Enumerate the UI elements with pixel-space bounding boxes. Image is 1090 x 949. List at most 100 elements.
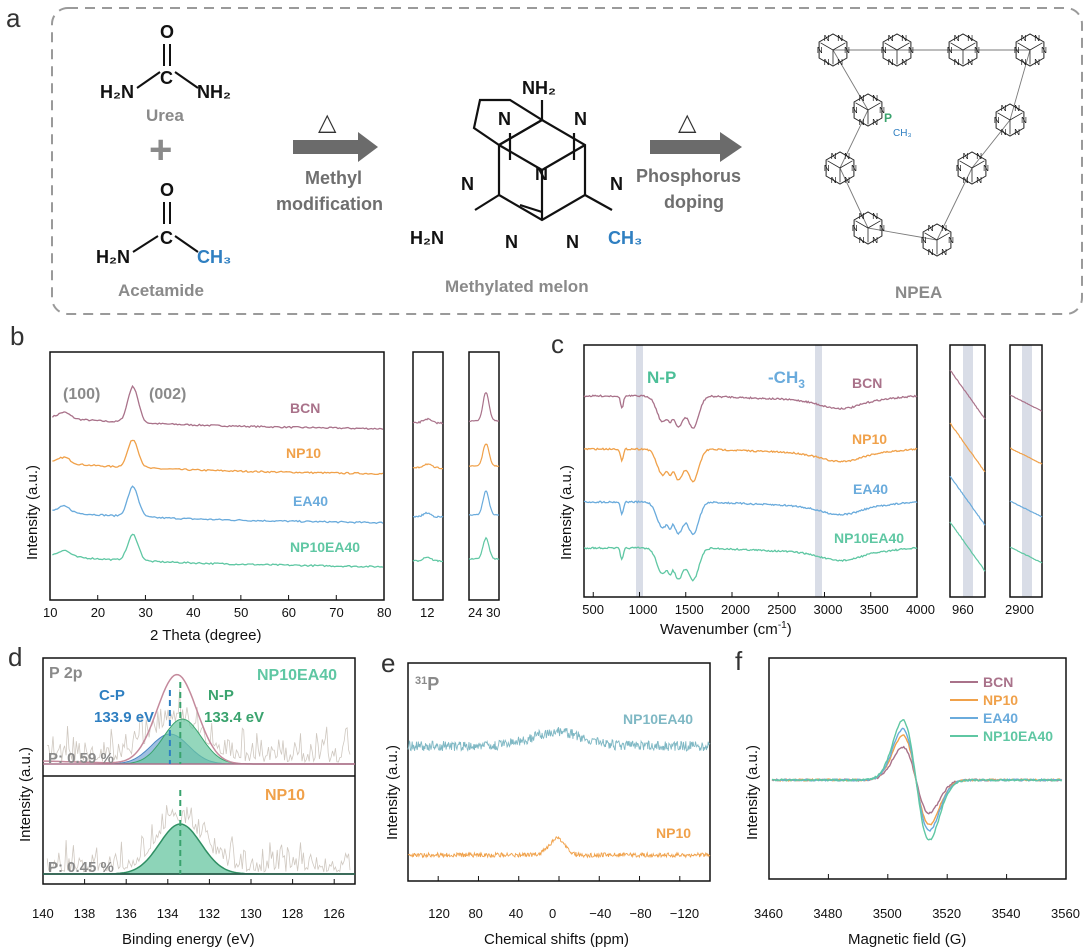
- b-tick-label: 50: [234, 605, 248, 620]
- panel-e-xticks: 120 80 40 0 −40 −80 −120: [428, 876, 699, 921]
- arrow-1-shape: [293, 132, 378, 162]
- d-tick-label: 136: [115, 906, 137, 921]
- heptazine-n-atom: N: [1001, 104, 1007, 113]
- heat-symbol-2: △: [678, 108, 697, 136]
- heptazine-n-atom: N: [859, 212, 865, 221]
- panel-b-inset1: [412, 351, 444, 601]
- c-band-ch3: [815, 345, 822, 597]
- b-tick-label: 10: [43, 605, 57, 620]
- panel-d-frame: [42, 657, 356, 885]
- e-label-top: NP10EA40: [623, 711, 693, 727]
- heptazine-bond: [950, 42, 964, 51]
- npea-p-atom: P: [884, 111, 892, 125]
- d-tick-label: 134: [157, 906, 179, 921]
- heptazine-bond: [884, 42, 898, 51]
- c-label-bcn: BCN: [852, 375, 882, 391]
- acetamide-c: C: [160, 228, 173, 248]
- melon-n1: N: [498, 109, 511, 129]
- panel-e-plot: 31P NP10EA40 NP10 120 80 40 0 −40 −80 −120 Che…: [384, 662, 711, 948]
- c-tick-label: 1500: [675, 602, 704, 617]
- panel-f-frame: [768, 657, 1067, 880]
- f-legend-label: NP10EA40: [983, 728, 1053, 744]
- heptazine-ring: [1015, 33, 1045, 67]
- c-tick-label: 2000: [721, 602, 750, 617]
- nmr-line-np10: [407, 835, 711, 859]
- f-legend-label: NP10: [983, 692, 1018, 708]
- d-p-bottom: P: 0.45 %: [48, 859, 114, 876]
- acetamide-structure: O H₂N C CH₃ Acetamide: [96, 180, 231, 300]
- panel-b-ylabel: Intensity (a.u.): [24, 465, 41, 560]
- c-ch3-label: -CH3: [768, 368, 805, 391]
- heptazine-bond: [971, 160, 985, 169]
- arrow-2-line2: doping: [664, 192, 724, 212]
- panel-c-xticks: 500 1000 1500 2000 2500 3000 3500 4000: [582, 592, 935, 617]
- heptazine-n-atom: N: [994, 116, 1000, 125]
- heptazine-ring: [853, 211, 883, 245]
- xrd-inset1-line: [412, 463, 444, 470]
- b-label-np10: NP10: [286, 445, 321, 461]
- heptazine-n-atom: N: [852, 106, 858, 115]
- arrow-2-shape: [650, 132, 742, 162]
- npea-name: NPEA: [895, 283, 942, 302]
- npea-link: [867, 227, 938, 241]
- npea-link: [971, 119, 1011, 169]
- panel-f-xlabel: Magnetic field (G): [848, 931, 966, 948]
- xps-series-group: [42, 673, 355, 875]
- panel-b-letter: b: [10, 321, 24, 351]
- heptazine-n-atom: N: [1034, 34, 1040, 43]
- heptazine-n-atom: N: [824, 164, 830, 173]
- heptazine-bond: [839, 160, 853, 169]
- b-tick-label: 80: [377, 605, 391, 620]
- panel-b-frame: [49, 351, 385, 601]
- ftir-inset2-line: [1009, 394, 1043, 412]
- panel-f-ylabel: Intensity (a.u.): [744, 745, 761, 840]
- b-tick-label: 20: [91, 605, 105, 620]
- heptazine-n-atom: N: [928, 224, 934, 233]
- heptazine-bond: [1009, 112, 1023, 121]
- heptazine-n-atom: N: [1021, 116, 1027, 125]
- f-tick-label: 3460: [754, 906, 783, 921]
- panel-f-xticks: 3460 3480 3500 3520 3540 3560: [754, 874, 1080, 921]
- melon-n2: N: [574, 109, 587, 129]
- acetamide-h2n: H₂N: [96, 247, 130, 267]
- heptazine-bond: [867, 220, 881, 229]
- ftir-inset1-line: [949, 369, 986, 420]
- heptazine-n-atom: N: [852, 224, 858, 233]
- e-tick-label: 80: [468, 906, 482, 921]
- heptazine-n-atom: N: [901, 58, 907, 67]
- melon-atoms: NH₂ N N N N N N N H₂N CH₃ Methylated mel…: [410, 78, 642, 296]
- heptazine-n-atom: N: [888, 34, 894, 43]
- melon-ch3: CH₃: [608, 228, 642, 248]
- heptazine-bond: [855, 220, 869, 229]
- panel-c-inset-series: [949, 369, 1043, 572]
- xrd-line-EA40: [52, 485, 384, 525]
- xrd-inset1-line: [412, 556, 444, 563]
- heptazine-n-atom: N: [851, 164, 857, 173]
- heptazine-bond: [855, 102, 869, 111]
- b-inset2-tick-30: 30: [486, 605, 500, 620]
- e-title: 31P: [415, 674, 439, 694]
- e-tick-label: −40: [589, 906, 611, 921]
- d-title: P 2p: [49, 665, 83, 682]
- e-tick-label: 40: [509, 906, 523, 921]
- b-tick-label: 30: [138, 605, 152, 620]
- heptazine-n-atom: N: [1034, 58, 1040, 67]
- arrow-2-line1: Phosphorus: [636, 166, 741, 186]
- heptazine-n-atom: N: [824, 34, 830, 43]
- heptazine-n-atom: N: [872, 236, 878, 245]
- d-np-label: N-P: [208, 687, 234, 704]
- panel-d-plot: P 2p NP10EA40 C-P 133.9 eV N-P 133.4 eV …: [17, 657, 356, 948]
- heptazine-n-atom: N: [941, 248, 947, 257]
- melon-nh2: NH₂: [522, 78, 556, 98]
- heptazine-n-atom: N: [1021, 58, 1027, 67]
- heptazine-n-atom: N: [831, 176, 837, 185]
- panel-a-letter: a: [6, 3, 21, 33]
- panel-c-frame: [583, 344, 918, 598]
- c-tick-label: 4000: [906, 602, 935, 617]
- heptazine-ring: [825, 151, 855, 185]
- heptazine-n-atom: N: [872, 118, 878, 127]
- methylated-melon-structure: [472, 98, 613, 222]
